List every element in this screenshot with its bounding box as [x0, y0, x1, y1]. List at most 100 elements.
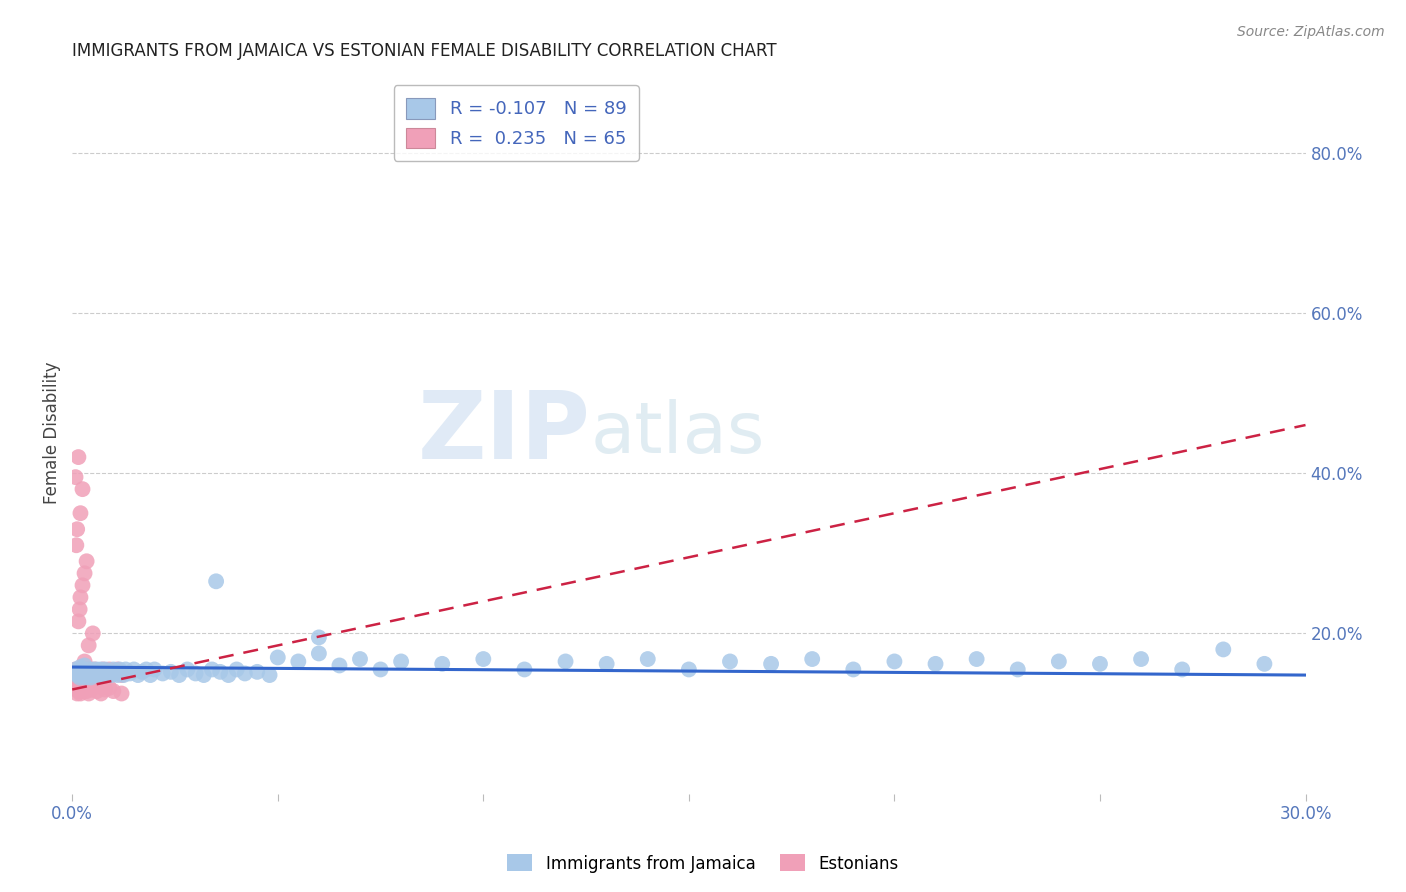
- Point: [66, 686, 89, 700]
- Point: [79, 665, 101, 679]
- Point: [76, 668, 98, 682]
- Point: [67, 665, 90, 679]
- Text: IMMIGRANTS FROM JAMAICA VS ESTONIAN FEMALE DISABILITY CORRELATION CHART: IMMIGRANTS FROM JAMAICA VS ESTONIAN FEMA…: [72, 42, 778, 60]
- Point: [184, 666, 207, 681]
- Point: [1007, 663, 1029, 677]
- Point: [98, 681, 121, 695]
- Point: [65, 470, 87, 484]
- Point: [73, 668, 96, 682]
- Point: [118, 666, 141, 681]
- Point: [328, 658, 350, 673]
- Point: [80, 670, 103, 684]
- Point: [107, 663, 129, 677]
- Point: [72, 684, 94, 698]
- Point: [90, 686, 112, 700]
- Point: [86, 668, 108, 682]
- Point: [432, 657, 454, 671]
- Point: [80, 665, 103, 679]
- Point: [69, 666, 91, 681]
- Point: [143, 663, 166, 677]
- Point: [80, 682, 103, 697]
- Point: [86, 684, 108, 698]
- Text: Source: ZipAtlas.com: Source: ZipAtlas.com: [1237, 25, 1385, 39]
- Point: [65, 682, 87, 697]
- Point: [70, 682, 93, 697]
- Point: [114, 663, 136, 677]
- Point: [160, 665, 183, 679]
- Point: [86, 663, 108, 677]
- Point: [842, 663, 865, 677]
- Point: [287, 655, 309, 669]
- Point: [73, 665, 96, 679]
- Point: [267, 650, 290, 665]
- Point: [89, 668, 111, 682]
- Point: [79, 666, 101, 681]
- Point: [1088, 657, 1111, 671]
- Point: [75, 670, 97, 684]
- Point: [73, 658, 96, 673]
- Point: [87, 665, 110, 679]
- Point: [122, 663, 145, 677]
- Point: [801, 652, 824, 666]
- Point: [176, 663, 198, 677]
- Point: [69, 686, 91, 700]
- Point: [65, 663, 87, 677]
- Point: [77, 668, 100, 682]
- Point: [73, 566, 96, 581]
- Point: [718, 655, 741, 669]
- Point: [1253, 657, 1275, 671]
- Point: [67, 450, 90, 464]
- Point: [76, 663, 98, 677]
- Point: [678, 663, 700, 677]
- Point: [637, 652, 659, 666]
- Point: [308, 647, 330, 661]
- Point: [67, 684, 90, 698]
- Point: [1130, 652, 1153, 666]
- Point: [67, 670, 90, 684]
- Point: [82, 626, 104, 640]
- Point: [308, 631, 330, 645]
- Point: [82, 681, 104, 695]
- Point: [83, 666, 105, 681]
- Point: [73, 678, 96, 692]
- Point: [65, 678, 87, 692]
- Point: [127, 668, 149, 682]
- Point: [69, 591, 91, 605]
- Point: [93, 665, 115, 679]
- Point: [76, 665, 98, 679]
- Point: [167, 668, 190, 682]
- Point: [80, 670, 103, 684]
- Point: [246, 665, 269, 679]
- Point: [90, 668, 112, 682]
- Point: [94, 682, 117, 697]
- Legend: R = -0.107   N = 89, R =  0.235   N = 65: R = -0.107 N = 89, R = 0.235 N = 65: [394, 85, 638, 161]
- Point: [69, 506, 91, 520]
- Point: [135, 663, 157, 677]
- Point: [217, 668, 239, 682]
- Point: [69, 660, 91, 674]
- Point: [72, 663, 94, 677]
- Y-axis label: Female Disability: Female Disability: [44, 362, 60, 504]
- Point: [110, 686, 132, 700]
- Point: [139, 668, 162, 682]
- Point: [65, 538, 87, 552]
- Point: [225, 663, 247, 677]
- Point: [82, 666, 104, 681]
- Point: [98, 665, 121, 679]
- Point: [349, 652, 371, 666]
- Point: [107, 668, 129, 682]
- Point: [90, 663, 112, 677]
- Point: [66, 522, 89, 536]
- Point: [389, 655, 412, 669]
- Point: [100, 668, 122, 682]
- Point: [94, 663, 117, 677]
- Point: [73, 655, 96, 669]
- Legend: Immigrants from Jamaica, Estonians: Immigrants from Jamaica, Estonians: [501, 847, 905, 880]
- Point: [73, 681, 96, 695]
- Point: [87, 665, 110, 679]
- Point: [98, 663, 121, 677]
- Point: [70, 666, 93, 681]
- Point: [72, 578, 94, 592]
- Point: [883, 655, 905, 669]
- Point: [69, 681, 91, 695]
